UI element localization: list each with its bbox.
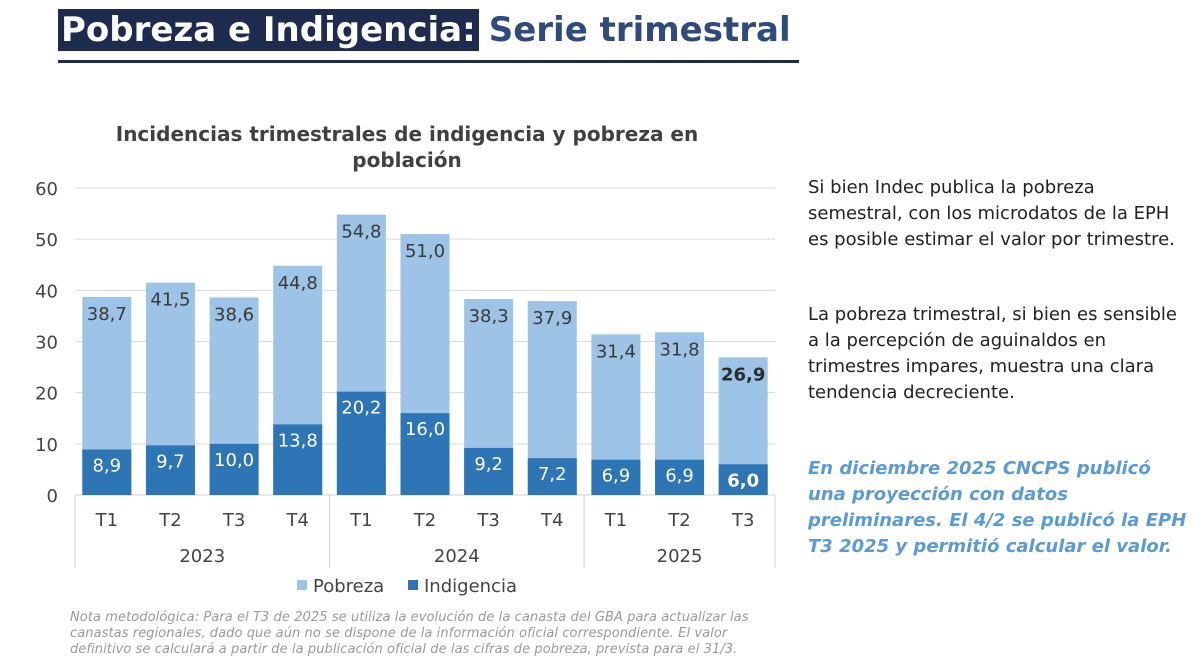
bar-indigencia (718, 464, 768, 495)
legend-label-pobreza: Pobreza (313, 576, 384, 597)
bar-indigencia (209, 443, 259, 495)
bar-indigencia (145, 445, 195, 495)
bar-indigencia (400, 413, 450, 495)
label-indigencia: 16,0 (405, 419, 445, 440)
x-tick-label: T1 (95, 510, 118, 531)
bar-indigencia (464, 447, 514, 495)
label-pobreza: 51,0 (405, 241, 445, 262)
x-tick-label: T2 (667, 510, 690, 531)
bar-indigencia (655, 459, 705, 495)
poverty-indigence-chart: Incidencias trimestrales de indigencia y… (35, 122, 776, 597)
side-paragraph-2: La pobreza trimestral, si bien es sensib… (808, 304, 1177, 403)
chart-title-line: Incidencias trimestrales de indigencia y… (116, 122, 698, 146)
title-rest: Serie trimestral (488, 10, 791, 50)
x-tick-label: T4 (286, 510, 309, 531)
title-underline (58, 60, 799, 63)
label-pobreza: 37,9 (532, 308, 572, 329)
bar-indigencia (336, 391, 386, 495)
title-highlight: Pobreza e Indigencia: (58, 9, 479, 51)
label-pobreza: 38,6 (214, 304, 254, 325)
label-pobreza: 54,8 (341, 222, 381, 243)
label-indigencia: 6,9 (602, 466, 631, 487)
label-pobreza: 38,3 (469, 306, 509, 327)
side-callout: En diciembre 2025 CNCPS publicó una proy… (808, 458, 1187, 557)
chart-title-line: población (352, 148, 461, 172)
label-pobreza: 38,7 (87, 304, 127, 325)
bar-indigencia (591, 459, 641, 495)
x-tick-label: T1 (604, 510, 627, 531)
page-title: Pobreza e Indigencia: Serie trimestral (58, 8, 791, 52)
label-indigencia: 6,0 (727, 470, 759, 491)
x-tick-label: T2 (413, 510, 436, 531)
legend-swatch-indigencia (408, 580, 418, 590)
x-tick-label: T3 (731, 510, 754, 531)
label-pobreza: 31,4 (596, 341, 636, 362)
legend-swatch-pobreza (297, 580, 307, 590)
legend-label-indigencia: Indigencia (424, 576, 517, 597)
bar-indigencia (82, 449, 132, 495)
label-indigencia: 9,2 (474, 454, 503, 475)
side-paragraph-1: Si bien Indec publica la pobreza semestr… (808, 177, 1175, 250)
y-tick-label: 60 (35, 179, 58, 200)
methodological-note: Nota metodológica: Para el T3 de 2025 se… (70, 610, 749, 657)
label-indigencia: 6,9 (665, 466, 694, 487)
bar-indigencia (527, 458, 577, 495)
y-tick-label: 30 (35, 333, 58, 354)
label-indigencia: 7,2 (538, 464, 567, 485)
y-tick-label: 50 (35, 230, 58, 251)
label-indigencia: 8,9 (92, 455, 121, 476)
label-indigencia: 20,2 (341, 398, 381, 419)
label-pobreza: 44,8 (278, 273, 318, 294)
x-tick-label: T1 (349, 510, 372, 531)
x-tick-label: T2 (158, 510, 181, 531)
year-group-label: 2025 (657, 546, 703, 567)
x-tick-label: T3 (222, 510, 245, 531)
year-group-label: 2024 (434, 546, 480, 567)
x-tick-label: T3 (476, 510, 499, 531)
label-pobreza: 26,9 (721, 364, 765, 385)
y-tick-label: 40 (35, 281, 58, 302)
year-group-label: 2023 (179, 546, 225, 567)
label-indigencia: 9,7 (156, 451, 185, 472)
label-indigencia: 13,8 (278, 430, 318, 451)
x-tick-label: T4 (540, 510, 563, 531)
bar-indigencia (273, 424, 323, 495)
label-pobreza: 41,5 (150, 290, 190, 311)
y-tick-label: 0 (47, 486, 58, 507)
y-tick-label: 10 (35, 435, 58, 456)
label-pobreza: 31,8 (660, 339, 700, 360)
y-tick-label: 20 (35, 384, 58, 405)
label-indigencia: 10,0 (214, 450, 254, 471)
